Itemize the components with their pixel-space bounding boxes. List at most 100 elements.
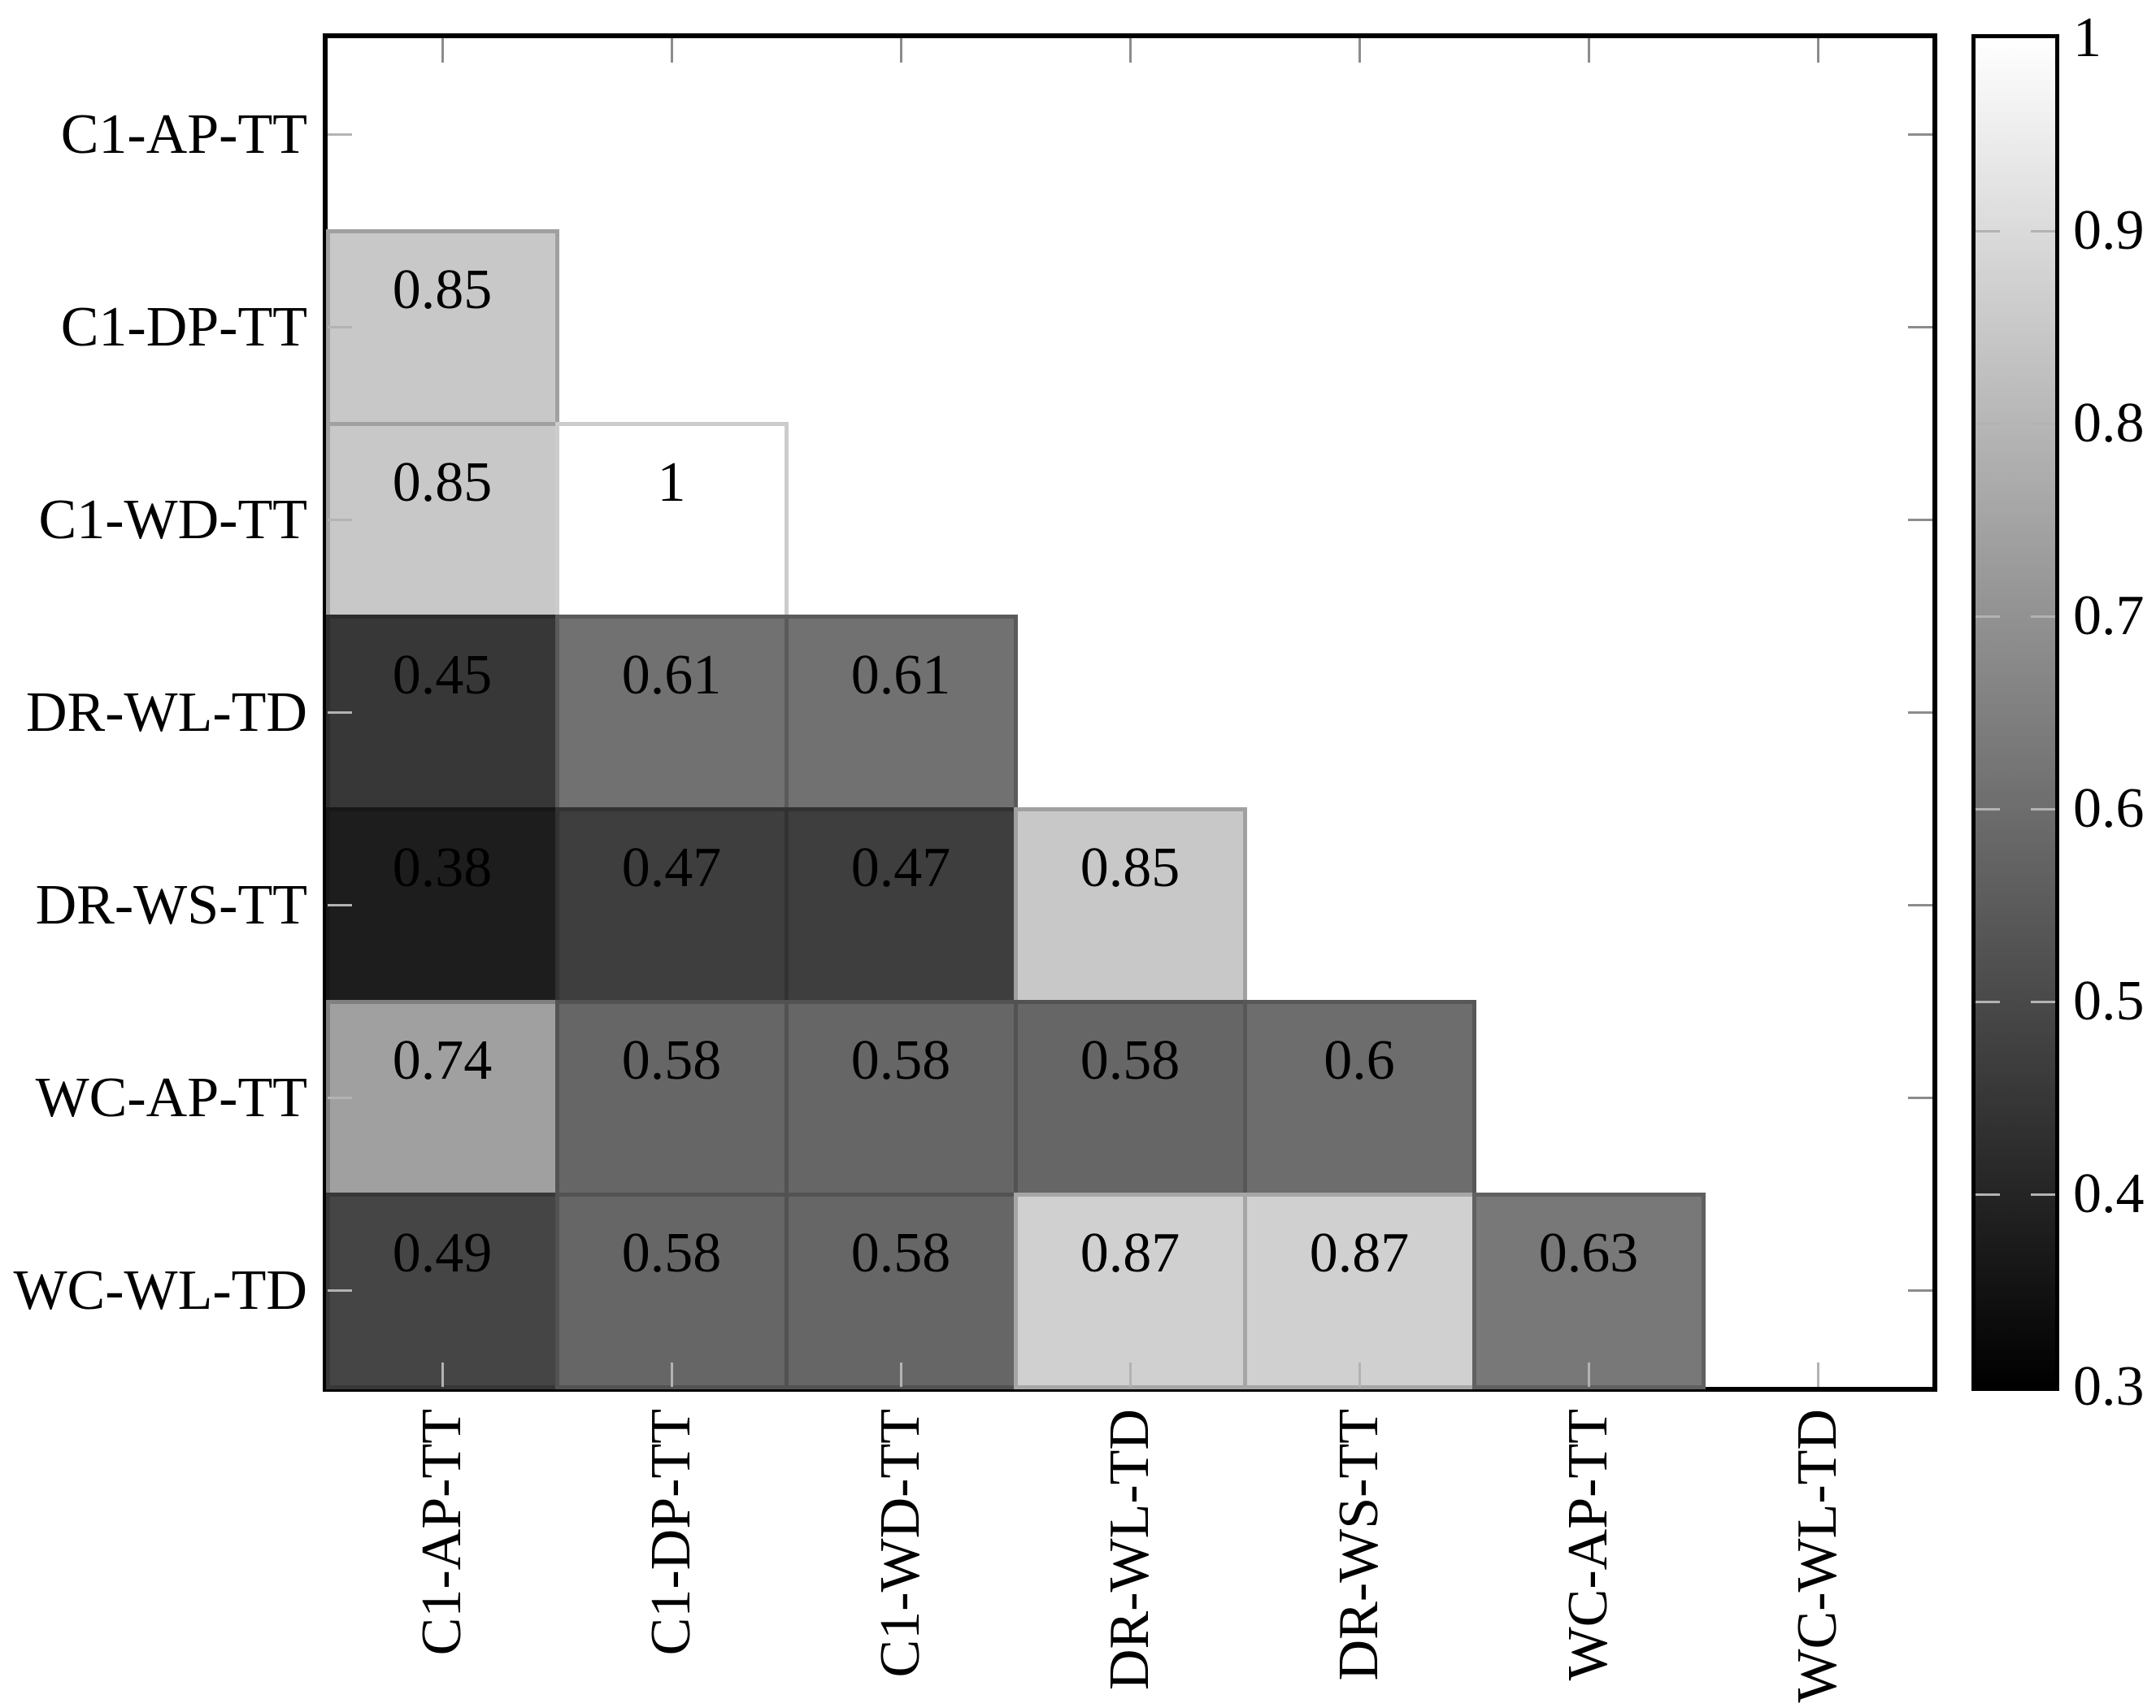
heatmap-cell — [328, 231, 557, 424]
colorbar-tick-label: 1 — [2073, 7, 2102, 69]
heatmap-cell — [1245, 1002, 1474, 1194]
x-axis-tick-bottom — [1816, 1362, 1819, 1387]
y-axis-tick-right — [1908, 1289, 1932, 1292]
cell-value: 0.85 — [392, 451, 493, 514]
heatmap-cell — [328, 616, 557, 809]
colorbar-tick-left — [1976, 229, 2000, 233]
cell-value: 0.58 — [621, 1029, 722, 1092]
cell-value: 0.47 — [621, 837, 722, 899]
x-tick-label: WC-AP-TT — [1557, 1409, 1619, 1681]
colorbar-tick-right — [2031, 1193, 2055, 1196]
y-tick-label: C1-AP-TT — [60, 102, 307, 166]
heatmap-cell — [557, 1002, 786, 1194]
x-tick-label: C1-WD-TT — [869, 1409, 932, 1678]
cell-value: 0.58 — [850, 1029, 951, 1092]
cell-value: 0.63 — [1538, 1222, 1639, 1284]
colorbar-tick-left — [1976, 807, 2000, 811]
x-tick-label: C1-DP-TT — [640, 1409, 702, 1656]
colorbar-tick-right — [2031, 422, 2055, 425]
colorbar-tick-right — [2031, 1000, 2055, 1003]
colorbar-tick-left — [1976, 1000, 2000, 1003]
heatmap-cell — [786, 809, 1015, 1002]
x-axis-tick-bottom — [1358, 1362, 1361, 1387]
colorbar-tick-label: 0.7 — [2073, 585, 2145, 647]
x-axis-tick-bottom — [1587, 1362, 1590, 1387]
cell-value: 0.87 — [1309, 1222, 1410, 1284]
y-axis-tick-left — [328, 133, 352, 136]
plot-area: 0.85 0.85 1 0.45 0.61 0.61 0.38 0.47 0.47 0.85 0.7… — [325, 38, 1932, 1389]
colorbar-tick-label: 0.6 — [2073, 777, 2145, 840]
cell-value: 0.38 — [392, 837, 493, 899]
x-tick-label: DR-WS-TT — [1328, 1409, 1390, 1681]
colorbar-gradient — [1976, 38, 2055, 1387]
heatmap-cell — [328, 424, 557, 616]
cell-value: 0.58 — [850, 1222, 951, 1284]
y-axis-tick-left — [328, 1289, 352, 1292]
y-axis-tick-right — [1908, 904, 1932, 906]
x-axis-tick-bottom — [1128, 1362, 1132, 1387]
colorbar-tick-left — [1976, 422, 2000, 425]
y-tick-label: C1-DP-TT — [60, 295, 307, 359]
heatmap-cell — [557, 424, 786, 616]
colorbar-tick-left — [1976, 1193, 2000, 1196]
cell-value: 0.58 — [1080, 1029, 1180, 1092]
colorbar-tick-right — [2031, 229, 2055, 233]
y-tick-label: C1-WD-TT — [38, 488, 307, 551]
y-axis-tick-right — [1908, 1097, 1932, 1099]
cell-value: 0.47 — [850, 837, 951, 899]
x-axis-tick-top — [441, 38, 444, 63]
x-axis-tick-bottom — [441, 1362, 444, 1387]
x-axis-tick-top — [670, 38, 673, 63]
colorbar-tick-label: 0.9 — [2073, 199, 2145, 262]
cell-value: 0.74 — [392, 1029, 493, 1092]
y-axis-tick-left — [328, 904, 352, 906]
x-axis-tick-top — [1128, 38, 1132, 63]
x-axis-tick-bottom — [899, 1362, 902, 1387]
heatmap-cell-border — [1471, 1192, 1706, 1389]
heatmap-cell — [557, 616, 786, 809]
x-tick-label: C1-AP-TT — [411, 1409, 473, 1656]
y-axis-tick-right — [1908, 519, 1932, 521]
x-axis-tick-bottom — [670, 1362, 673, 1387]
heatmap-cell — [786, 616, 1015, 809]
cell-value: 0.85 — [392, 259, 493, 321]
heatmap-cell — [1015, 809, 1245, 1002]
heatmap-cell — [1015, 1002, 1245, 1194]
y-axis-tick-left — [328, 326, 352, 328]
cell-value: 0.61 — [850, 644, 951, 706]
colorbar-tick-right — [2031, 807, 2055, 811]
cell-value: 0.45 — [392, 644, 493, 706]
cell-value: 0.58 — [621, 1222, 722, 1284]
x-axis-tick-top — [1358, 38, 1361, 63]
y-tick-label: WC-AP-TT — [35, 1066, 307, 1129]
y-tick-label: DR-WS-TT — [35, 873, 307, 937]
y-tick-label: WC-WL-TD — [13, 1258, 307, 1322]
y-axis-tick-right — [1908, 711, 1932, 714]
colorbar-tick-left — [1976, 615, 2000, 618]
colorbar-tick-label: 0.5 — [2073, 970, 2145, 1032]
heatmap-cell — [1015, 1194, 1245, 1387]
colorbar-tick-label: 0.3 — [2073, 1355, 2145, 1418]
cell-value: 0.49 — [392, 1222, 493, 1284]
y-axis-tick-left — [328, 711, 352, 714]
cell-value: 1 — [657, 451, 686, 514]
heatmap-cell — [786, 1194, 1015, 1387]
x-axis-tick-top — [1816, 38, 1819, 63]
heatmap-cell — [557, 809, 786, 1002]
cell-value: 0.61 — [621, 644, 722, 706]
colorbar-tick-label: 0.8 — [2073, 392, 2145, 454]
y-axis-tick-left — [328, 519, 352, 521]
heatmap-cell — [328, 1002, 557, 1194]
cell-value: 0.6 — [1324, 1029, 1395, 1092]
heatmap-cell — [1474, 1194, 1703, 1387]
heatmap-cell — [328, 809, 557, 1002]
colorbar-tick-label: 0.4 — [2073, 1163, 2145, 1225]
cell-value: 0.87 — [1080, 1222, 1180, 1284]
colorbar — [1971, 34, 2059, 1391]
x-tick-label: DR-WL-TD — [1098, 1409, 1161, 1691]
x-axis-tick-top — [899, 38, 902, 63]
y-axis-tick-left — [328, 1097, 352, 1099]
colorbar-tick-right — [2031, 615, 2055, 618]
x-tick-label: WC-WL-TD — [1786, 1409, 1849, 1703]
